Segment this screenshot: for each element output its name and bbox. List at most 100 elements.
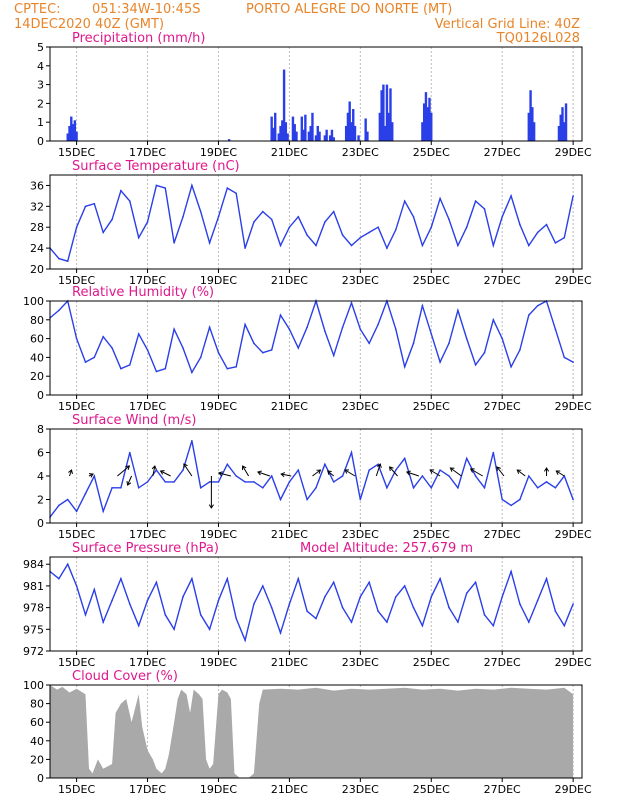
precip-bar xyxy=(311,112,314,141)
wind-point xyxy=(102,510,104,513)
pres-point xyxy=(439,577,441,580)
rh-point xyxy=(465,337,468,340)
y-tick-label: 20 xyxy=(30,753,44,766)
pres-point xyxy=(448,606,450,609)
temp-point xyxy=(66,260,69,262)
wind-vector xyxy=(127,475,133,486)
pres-point xyxy=(368,581,371,584)
precip-bar xyxy=(272,127,275,141)
plot-frame xyxy=(49,428,583,524)
rh-point xyxy=(244,323,246,326)
rh-point xyxy=(146,349,149,351)
precip-bar xyxy=(323,135,327,141)
temp-point xyxy=(288,226,291,229)
precip-bar xyxy=(330,129,334,141)
temp-point xyxy=(111,218,113,221)
panel-title: Surface Pressure (hPa) xyxy=(72,541,219,556)
precip-bar xyxy=(531,107,534,141)
wind-vector-head xyxy=(183,463,188,469)
wind-vector-head xyxy=(68,469,73,475)
precip-bar xyxy=(529,90,532,141)
rh-point xyxy=(306,326,308,329)
x-tick-label: 23DEC xyxy=(342,274,379,287)
y-tick-label: 20 xyxy=(30,370,44,383)
rh-point xyxy=(84,361,87,363)
header-grid-note: Vertical Grid Line: 40Z xyxy=(435,17,580,32)
y-tick-label: 100 xyxy=(23,295,44,308)
wind-vector-head xyxy=(405,470,411,476)
wind-point xyxy=(270,475,273,477)
x-tick-label: 17DEC xyxy=(129,528,166,541)
pres-point xyxy=(226,577,229,580)
temp-point xyxy=(457,244,459,247)
pres-point xyxy=(137,624,140,627)
wind-vector xyxy=(375,463,381,477)
temp-point xyxy=(395,229,397,231)
temp-point xyxy=(146,221,149,223)
x-tick-label: 19DEC xyxy=(200,656,237,669)
x-tick-label: 17DEC xyxy=(129,274,166,287)
pres-point xyxy=(430,595,433,598)
precip-bar xyxy=(302,129,305,141)
header-run: 14DEC2020 40Z (GMT) xyxy=(14,17,164,32)
temp-point xyxy=(528,244,530,247)
y-tick-label: 20 xyxy=(30,263,44,276)
temp-point xyxy=(129,200,131,202)
rh-point xyxy=(412,342,415,345)
precip-bar xyxy=(378,112,382,141)
temp-point xyxy=(102,231,104,234)
wind-point xyxy=(279,498,282,501)
temp-point xyxy=(501,215,504,218)
wind-point xyxy=(430,486,433,489)
temp-point xyxy=(474,200,477,202)
temp-point xyxy=(182,215,184,218)
temp-point xyxy=(226,187,229,189)
x-tick-label: 25DEC xyxy=(413,783,450,796)
pres-point xyxy=(403,585,406,587)
precip-bar xyxy=(385,84,389,141)
precip-bar xyxy=(424,92,428,141)
wind-point xyxy=(173,481,175,483)
pres-point xyxy=(510,570,512,573)
x-tick-label: 21DEC xyxy=(271,528,308,541)
wind-vector-head xyxy=(280,472,286,478)
wind-point xyxy=(439,469,441,471)
rh-point xyxy=(155,370,158,373)
temp-point xyxy=(439,197,441,200)
temp-point xyxy=(368,231,371,234)
rh-point xyxy=(563,356,566,359)
rh-point xyxy=(253,342,255,345)
precip-bar xyxy=(382,84,385,141)
pres-point xyxy=(288,603,291,605)
pres-point xyxy=(483,614,486,616)
pres-point xyxy=(332,581,335,584)
wind-point xyxy=(235,475,237,477)
precip-bar xyxy=(383,125,387,141)
precip-bar xyxy=(286,133,289,141)
temp-point xyxy=(217,215,220,218)
temp-point xyxy=(430,226,433,229)
x-tick-label: 15DEC xyxy=(58,783,95,796)
pres-point xyxy=(84,614,87,616)
panel-cloud: Cloud Cover (%) 0 20 40 60 80 100 15DEC 17DEC 19D… xyxy=(23,669,592,796)
precip-bar xyxy=(387,112,390,141)
rh-point xyxy=(430,333,433,335)
rh-point xyxy=(528,314,530,316)
rh-point xyxy=(120,367,122,370)
wind-point xyxy=(75,510,78,513)
precip-bar xyxy=(328,135,332,141)
wind-point xyxy=(510,504,512,507)
wind-point xyxy=(368,469,371,471)
pres-point xyxy=(492,624,495,627)
x-tick-label: 25DEC xyxy=(413,274,450,287)
wind-point xyxy=(572,498,574,501)
wind-vector-head xyxy=(469,468,475,473)
temp-point xyxy=(403,200,406,202)
pres-point xyxy=(244,639,246,641)
wind-vector-head xyxy=(242,465,247,471)
wind-vector xyxy=(183,463,193,477)
rh-point xyxy=(377,323,379,326)
temp-point xyxy=(510,195,512,197)
pres-point xyxy=(270,606,273,609)
temp-point xyxy=(279,244,282,247)
